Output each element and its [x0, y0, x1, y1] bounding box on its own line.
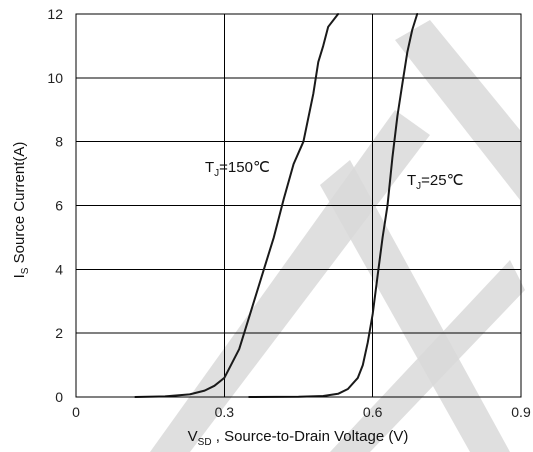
x-axis-label-sub: SD — [198, 437, 212, 448]
x-tick-label: 0 — [72, 404, 80, 420]
annotation-tj-25-sub: J — [416, 181, 421, 192]
y-tick-label: 8 — [55, 134, 63, 150]
series-line-tj-25 — [248, 13, 419, 398]
x-tick-labels: 0 0.3 0.6 0.9 — [72, 404, 531, 420]
annotation-tj-150-suffix: =150℃ — [219, 159, 270, 176]
y-axis-label-suffix: Source Current(A) — [11, 142, 28, 268]
watermark-stroke-4 — [330, 260, 525, 452]
annotation-tj-150-prefix: T — [205, 159, 214, 176]
y-tick-label: 12 — [47, 6, 63, 22]
y-tick-label: 4 — [55, 261, 63, 277]
watermark-stroke-3 — [395, 20, 520, 200]
series-line-tj-150 — [134, 13, 340, 398]
x-tick-label: 0.3 — [215, 404, 235, 420]
annotation-tj-25: TJ=25℃ — [407, 172, 463, 192]
x-axis-label: VSD , Source-to-Drain Voltage (V) — [188, 428, 409, 448]
y-axis-label-prefix: I — [11, 274, 28, 278]
y-axis-label: IS Source Current(A) — [11, 142, 31, 279]
y-tick-labels: 0 2 4 6 8 10 12 — [47, 6, 63, 405]
watermark-stroke-2 — [320, 160, 510, 452]
x-axis-label-suffix: , Source-to-Drain Voltage (V) — [212, 428, 409, 445]
y-axis-label-sub: S — [20, 267, 31, 274]
plot-frame — [75, 13, 522, 398]
annotation-tj-150: TJ=150℃ — [205, 159, 270, 179]
y-tick-label: 0 — [55, 389, 63, 405]
x-tick-label: 0.9 — [511, 404, 531, 420]
series-curves — [134, 13, 419, 398]
y-tick-label: 10 — [47, 70, 63, 86]
y-tick-label: 2 — [55, 325, 63, 341]
x-tick-label: 0.6 — [363, 404, 383, 420]
annotation-tj-25-suffix: =25℃ — [421, 172, 463, 189]
annotation-tj-25-prefix: T — [407, 172, 416, 189]
watermark — [150, 20, 525, 452]
y-tick-label: 6 — [55, 198, 63, 214]
x-axis-label-prefix: V — [188, 428, 198, 445]
annotation-tj-150-sub: J — [214, 168, 219, 179]
